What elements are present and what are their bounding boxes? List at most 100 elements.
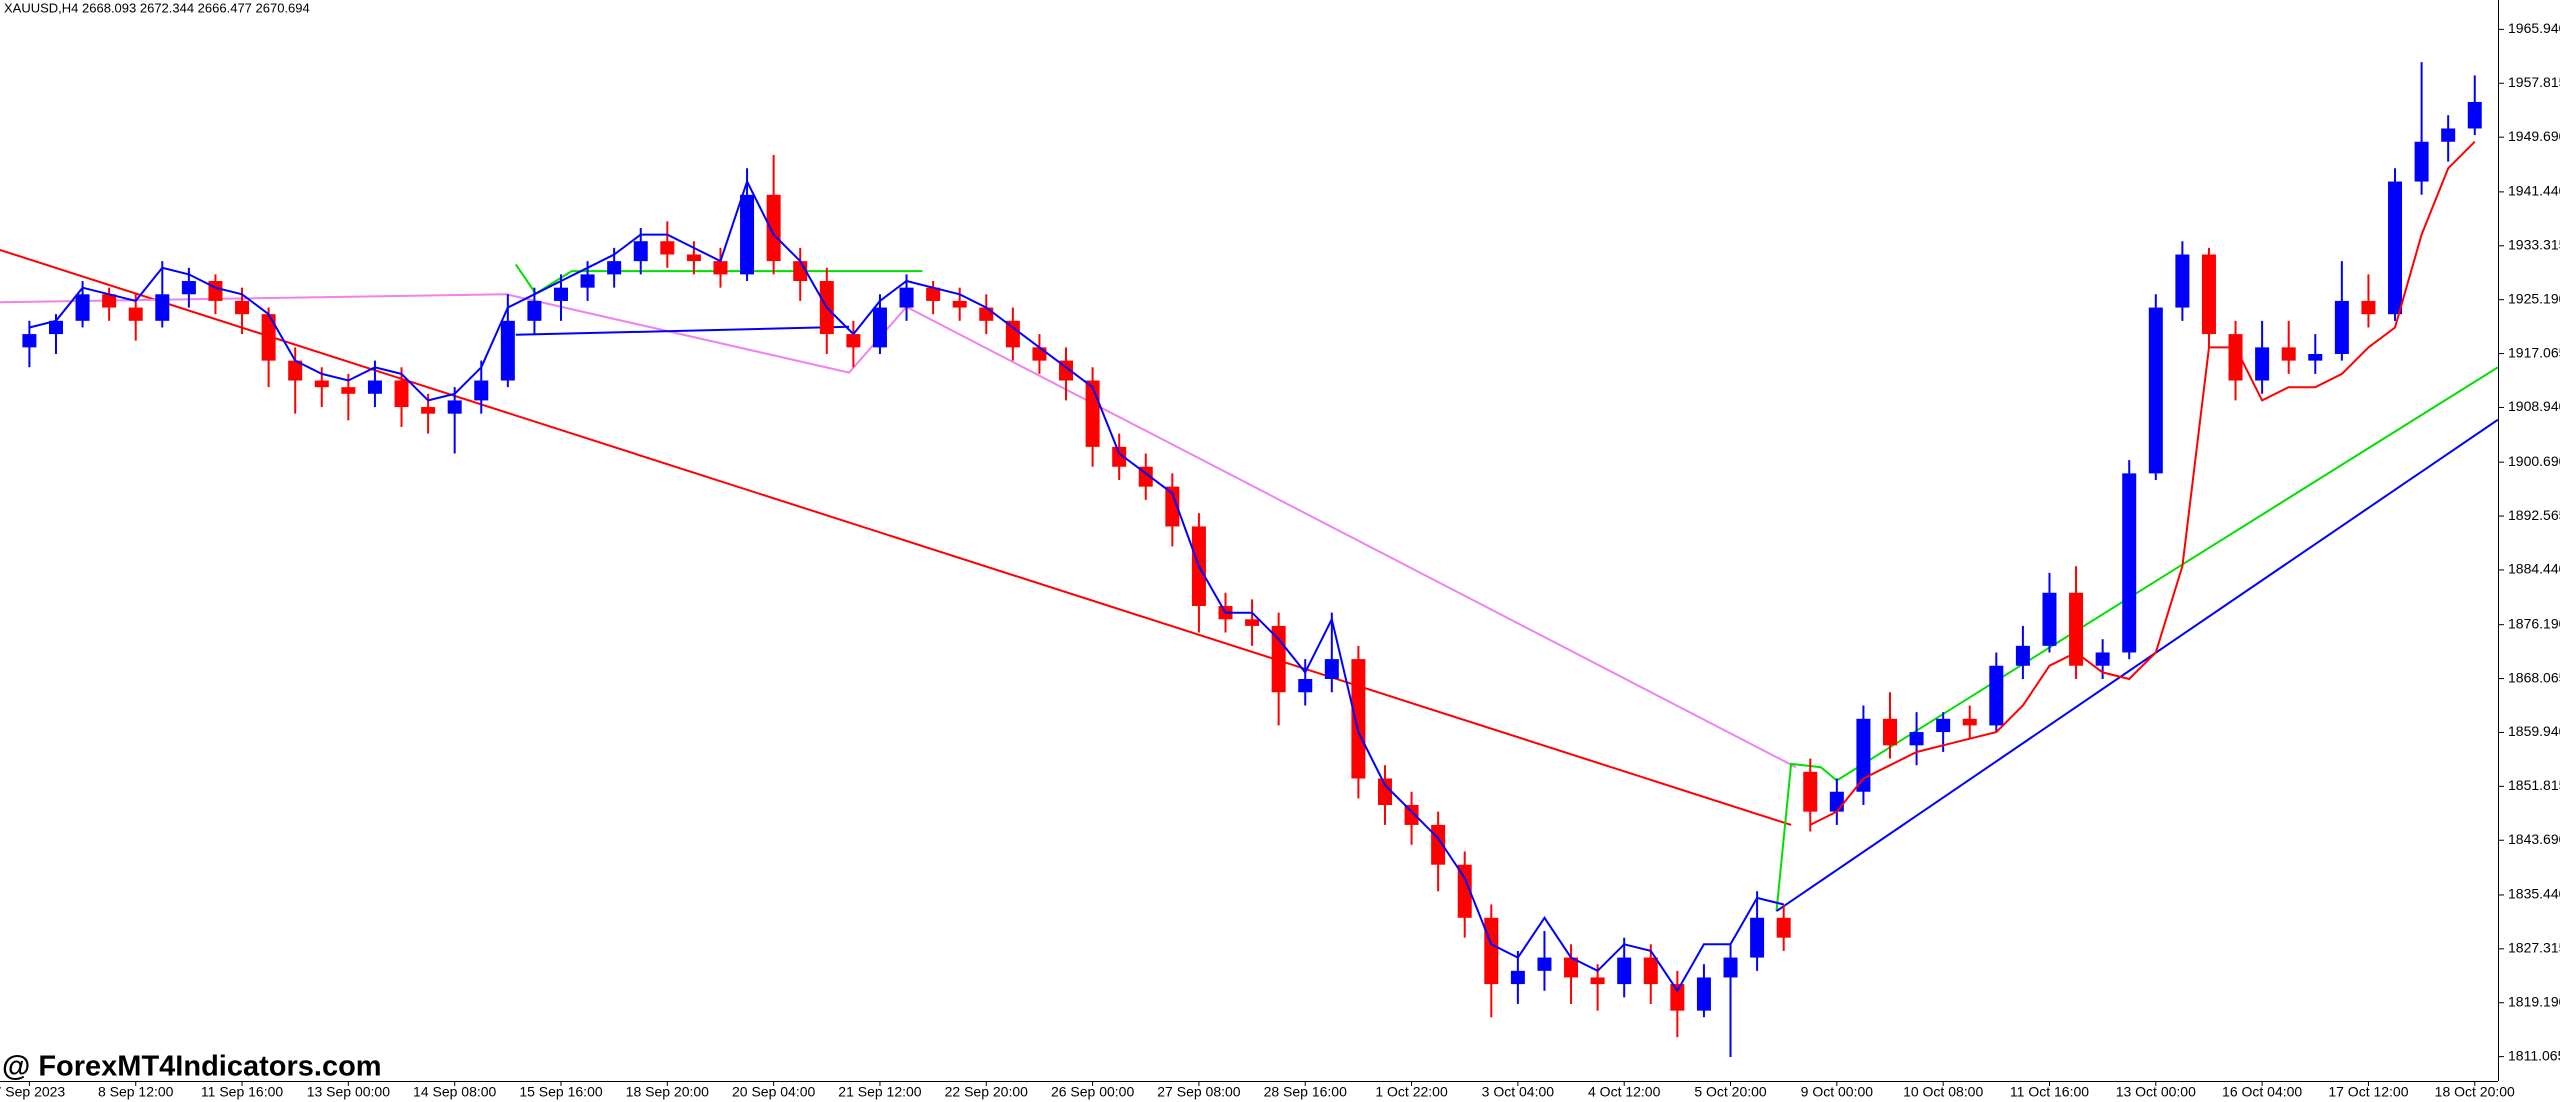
candle-body [102, 294, 117, 308]
x-tick-label: 7 Sep 2023 [0, 1084, 65, 1100]
candle-body [208, 281, 223, 301]
candle-body [554, 287, 568, 301]
candle-body [979, 307, 994, 321]
x-tick-label: 13 Sep 00:00 [307, 1084, 391, 1100]
candle-body [846, 334, 861, 348]
candle-body [1590, 977, 1605, 985]
y-tick-label: 1933.315 [2508, 236, 2560, 252]
y-tick-label: 1851.815 [2508, 777, 2560, 793]
candle-body [2255, 347, 2270, 381]
candle-body [1883, 718, 1897, 746]
candle-body [1723, 957, 1738, 978]
candle-body [2069, 592, 2084, 666]
candle-body [607, 261, 622, 275]
candle-body [261, 314, 276, 361]
x-tick-label: 1 Oct 22:00 [1375, 1084, 1448, 1100]
candle-body [2388, 181, 2403, 315]
candle-body [447, 400, 462, 414]
candle-body [474, 380, 489, 401]
x-tick-label: 3 Oct 04:00 [1482, 1084, 1555, 1100]
candle-body [1829, 791, 1844, 812]
candle-body [2228, 334, 2243, 381]
candle-body [394, 380, 409, 408]
x-tick-label: 14 Sep 08:00 [413, 1084, 497, 1100]
candle-body [2148, 307, 2163, 474]
indicator-line [29, 178, 1784, 993]
trend-line [0, 293, 1797, 769]
candle-body [926, 287, 941, 301]
candle-body [288, 360, 303, 381]
x-tick-label: 16 Oct 04:00 [2222, 1084, 2302, 1100]
trend-line [0, 248, 1792, 826]
x-tick-label: 22 Sep 20:00 [945, 1084, 1029, 1100]
candle-body [1324, 659, 1339, 679]
y-tick-label: 1892.565 [2508, 507, 2560, 523]
candle-body [2281, 347, 2296, 361]
candle-body [2042, 592, 2057, 646]
x-tick-label: 15 Sep 16:00 [519, 1084, 603, 1100]
x-tick-label: 18 Sep 20:00 [626, 1084, 710, 1100]
candle-body [1989, 665, 2004, 726]
x-tick-label: 11 Oct 16:00 [2010, 1084, 2089, 1100]
candle-body [2441, 128, 2456, 142]
candle-body [1005, 320, 1020, 348]
candle-body [22, 334, 37, 348]
candle-body [367, 380, 382, 394]
y-tick-label: 1900.690 [2508, 453, 2560, 469]
y-tick-label: 1884.440 [2508, 561, 2560, 577]
x-tick-label: 27 Sep 08:00 [1157, 1084, 1241, 1100]
candle-body [1377, 778, 1392, 806]
candle-body [235, 300, 250, 315]
candle-body [500, 320, 515, 381]
candle-body [580, 274, 595, 288]
y-tick-label: 1965.940 [2508, 20, 2560, 36]
candle-body [1032, 347, 1047, 361]
candle-body [2095, 652, 2110, 666]
candle-body [1962, 718, 1977, 726]
candle-body [766, 194, 781, 262]
candle-body [1696, 977, 1711, 1011]
candle-body [1537, 957, 1552, 971]
candle-body [899, 287, 914, 308]
candle-body [2175, 254, 2190, 308]
trend-line [1775, 366, 2498, 912]
candle-body [181, 281, 196, 295]
x-tick-label: 10 Oct 08:00 [1903, 1084, 1983, 1100]
candle-body [713, 261, 728, 275]
candle-body [2308, 353, 2323, 361]
y-tick-label: 1908.940 [2508, 398, 2560, 414]
candle-body [341, 387, 356, 394]
candle-body [686, 254, 701, 262]
chart-title: XAUUSD,H4 2668.093 2672.344 2666.477 267… [4, 0, 310, 15]
y-tick-label: 1941.440 [2508, 183, 2560, 199]
y-tick-label: 1957.815 [2508, 74, 2560, 90]
candle-body [1670, 984, 1685, 1011]
candle-body [1564, 957, 1579, 978]
candle-body [2015, 645, 2030, 666]
candle-body [75, 294, 90, 321]
candle-body [2361, 300, 2376, 315]
candle-body [740, 194, 755, 275]
candle-body [1856, 718, 1871, 792]
candle-body [1112, 446, 1127, 467]
candle-body [1271, 625, 1286, 693]
y-tick-label: 1859.940 [2508, 723, 2560, 739]
candle-body [1085, 380, 1100, 447]
candle-body [2334, 300, 2349, 354]
candle-body [1165, 486, 1180, 527]
candle-body [421, 407, 436, 414]
candle-body [1351, 659, 1366, 779]
candle-body [48, 320, 63, 335]
candle-body [1510, 970, 1525, 985]
candle-body [1909, 732, 1924, 746]
indicator-line [1809, 140, 2476, 826]
candle-body [314, 380, 329, 388]
candle-body [1936, 718, 1951, 733]
candle-body [1776, 917, 1791, 938]
candle-body [1643, 957, 1658, 985]
trend-line [1775, 418, 2498, 912]
candle-body [1457, 864, 1472, 918]
y-tick-label: 1819.190 [2508, 993, 2560, 1009]
candle-body [660, 241, 675, 255]
